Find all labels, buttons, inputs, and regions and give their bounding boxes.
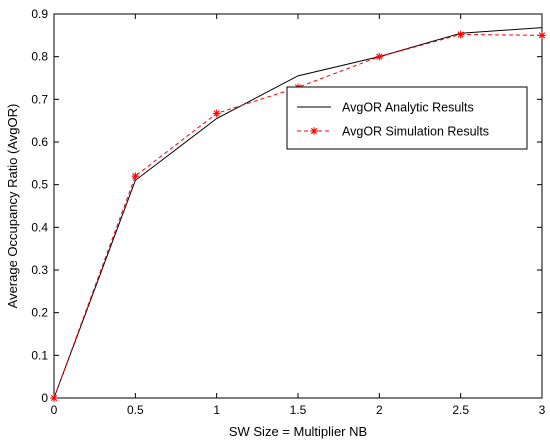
x-tick-label: 0.5: [127, 403, 144, 417]
legend: AvgOR Analytic Results AvgOR Simulation R…: [286, 86, 528, 150]
x-tick-label: 2: [376, 403, 383, 417]
legend-entry-label: AvgOR Simulation Results: [342, 125, 489, 139]
x-tick-label: 1.5: [290, 403, 307, 417]
x-tick-label: 1: [213, 403, 220, 417]
series-point-marker: [212, 109, 221, 118]
y-axis-label: Average Occupancy Ratio (AvgOR): [5, 104, 20, 309]
x-tick-label: 0: [51, 403, 58, 417]
y-tick-label: 0.3: [31, 263, 48, 277]
legend-box: [286, 86, 528, 150]
y-tick-label: 0.1: [31, 348, 48, 362]
y-tick-label: 0.2: [31, 306, 48, 320]
x-tick-label: 2.5: [452, 403, 469, 417]
y-tick-label: 0.4: [31, 220, 48, 234]
legend-entry-label: AvgOR Analytic Results: [342, 101, 474, 115]
x-axis-label: SW Size = Multiplier NB: [229, 424, 367, 439]
y-tick-label: 0.6: [31, 135, 48, 149]
y-tick-label: 0.8: [31, 50, 48, 64]
x-tick-label: 3: [539, 403, 546, 417]
y-tick-label: 0.7: [31, 92, 48, 106]
series-point-marker: [375, 52, 384, 61]
y-tick-label: 0.9: [31, 7, 48, 21]
series-point-marker: [50, 394, 58, 402]
y-tick-label: 0: [41, 391, 48, 405]
plot-area: [53, 13, 543, 399]
series-point-marker: [538, 31, 546, 40]
series-point-marker: [131, 172, 140, 180]
y-tick-label: 0.5: [31, 178, 48, 192]
series-point-marker: [310, 127, 318, 135]
series-point-marker: [456, 30, 465, 39]
